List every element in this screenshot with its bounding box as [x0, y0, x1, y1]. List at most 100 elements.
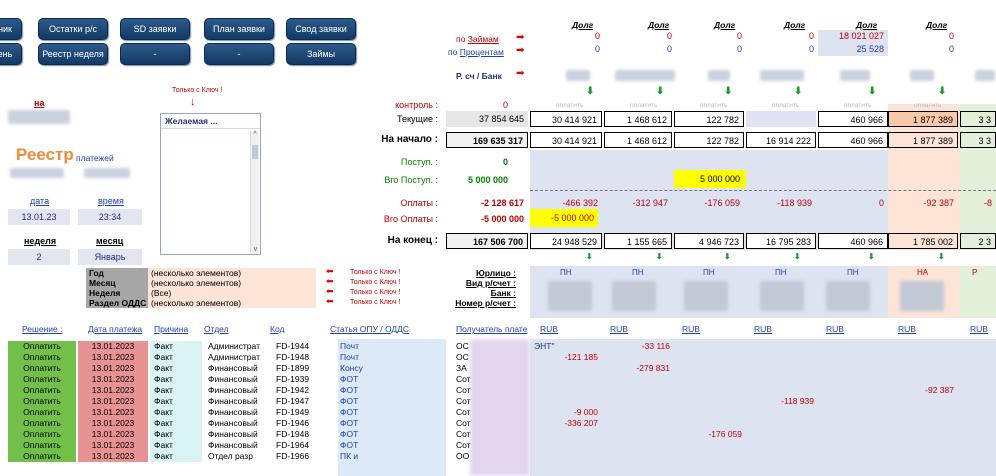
- table-header[interactable]: Получатель плате: [456, 324, 528, 334]
- postup-value: 0: [502, 157, 508, 167]
- debt-procent-value: 25 528: [818, 43, 888, 56]
- dept-cell: Финансовый: [208, 363, 258, 373]
- nav-button-ostatki[interactable]: Остатки р/с: [38, 18, 108, 40]
- table-row[interactable]: Оплатить 13.01.2023 Факт Финансовый FD-1964 Ф…: [0, 440, 996, 451]
- table-header[interactable]: RUB: [610, 324, 628, 334]
- zaimy-link[interactable]: Займам: [467, 34, 499, 44]
- nav-button-svod-zayavki[interactable]: Свод заявки: [286, 18, 356, 40]
- amount-cell: -9 000: [573, 407, 598, 417]
- nav-button-left-2[interactable]: ень: [0, 43, 22, 65]
- reason-cell: Факт: [150, 385, 202, 396]
- dept-cell: Отдел разр: [208, 451, 253, 461]
- nav-button-left-1[interactable]: ник: [0, 18, 22, 40]
- date-cell: 13.01.2023: [78, 451, 148, 462]
- arrow-right-icon: ➡: [516, 45, 525, 56]
- date-value: 13.01.23: [8, 209, 70, 225]
- filter-value[interactable]: (несколько элементов): [148, 278, 316, 288]
- table-row[interactable]: Оплатить 13.01.2023 Факт Отдел разр FD-1966 П…: [0, 451, 996, 462]
- debt-procent-value: 0: [594, 44, 600, 54]
- code-cell: FD-1948: [276, 352, 310, 362]
- month-label: месяц: [96, 236, 124, 246]
- table-row[interactable]: Оплатить 13.01.2023 Факт Администрат FD-1944…: [0, 341, 996, 352]
- date-cell: 13.01.2023: [78, 407, 148, 418]
- filter-value[interactable]: (Все): [148, 288, 316, 298]
- table-header[interactable]: Статья ОПУ / ОДДС: [330, 324, 410, 334]
- article-cell: ПК и: [340, 451, 359, 461]
- table-header[interactable]: Код: [270, 324, 285, 334]
- nav-button-plan-zayavki[interactable]: План заявки: [204, 18, 274, 40]
- nachalo-value: 1 877 389: [888, 132, 958, 148]
- decision-cell[interactable]: Оплатить: [8, 352, 76, 363]
- slicer-scrollbar[interactable]: ^ v: [250, 131, 259, 253]
- bank-name-blurred: [910, 70, 934, 81]
- table-row[interactable]: Оплатить 13.01.2023 Факт Финансовый FD-1939 Ф…: [0, 374, 996, 385]
- decision-cell[interactable]: Оплатить: [8, 363, 76, 374]
- filter-value[interactable]: (несколько элементов): [148, 268, 316, 278]
- table-header[interactable]: RUB: [898, 324, 916, 334]
- nav-button-dash-1[interactable]: -: [120, 43, 190, 65]
- week-label: неделя: [24, 236, 57, 246]
- table-row[interactable]: Оплатить 13.01.2023 Факт Финансовый FD-1947 Ф…: [0, 396, 996, 407]
- table-header[interactable]: RUB: [826, 324, 844, 334]
- table-band: [530, 339, 996, 476]
- konec-value: 1 785 002: [888, 233, 958, 249]
- scroll-down-icon[interactable]: v: [253, 246, 258, 253]
- arrow-down-icon: ⬇: [724, 86, 733, 97]
- scroll-up-icon[interactable]: ^: [253, 131, 257, 138]
- table-row[interactable]: Оплатить 13.01.2023 Факт Администрат FD-1948…: [0, 352, 996, 363]
- decision-cell[interactable]: Оплатить: [8, 341, 76, 352]
- nav-button-sd-zayavki[interactable]: SD заявки: [120, 18, 190, 40]
- na-link[interactable]: на: [34, 98, 45, 108]
- filter-label: Месяц: [86, 278, 148, 288]
- date-cell: 13.01.2023: [78, 418, 148, 429]
- filter-hint: Только с Ключ !: [350, 279, 401, 286]
- debt-zaimy-value: 0: [808, 31, 814, 41]
- decision-cell[interactable]: Оплатить: [8, 429, 76, 440]
- table-header[interactable]: RUB: [682, 324, 700, 334]
- table-header[interactable]: Отдел: [204, 324, 229, 334]
- reestr-subtitle: платежей: [76, 153, 114, 163]
- bank-name-blurred: [975, 70, 995, 81]
- decision-cell[interactable]: Оплатить: [8, 374, 76, 385]
- table-row[interactable]: Оплатить 13.01.2023 Факт Финансовый FD-1946 Ф…: [0, 418, 996, 429]
- nav-button-dash-2[interactable]: -: [204, 43, 274, 65]
- filter-label: Неделя: [86, 288, 148, 298]
- table-header[interactable]: Причина: [154, 324, 189, 334]
- article-cell: ФОТ: [340, 418, 359, 428]
- debt-zaimy-value: 0: [594, 31, 600, 41]
- table-header[interactable]: RUB: [540, 324, 558, 334]
- code-cell: FD-1942: [276, 385, 310, 395]
- table-row[interactable]: Оплатить 13.01.2023 Факт Финансовый FD-1949 Ф…: [0, 407, 996, 418]
- time-label[interactable]: время: [98, 196, 124, 206]
- table-header[interactable]: Решение :: [22, 324, 63, 334]
- slicer-panel[interactable]: Желаемая ... ^ v: [160, 113, 261, 255]
- decision-cell[interactable]: Оплатить: [8, 407, 76, 418]
- table-row[interactable]: Оплатить 13.01.2023 Факт Финансовый FD-1942 Ф…: [0, 385, 996, 396]
- green-column: [960, 266, 996, 318]
- nav-button-reestr-nedelya[interactable]: Реестр неделя: [38, 43, 108, 65]
- table-row[interactable]: Оплатить 13.01.2023 Факт Финансовый FD-1948 Ф…: [0, 429, 996, 440]
- nachalo-value: 3 3: [960, 132, 996, 148]
- decision-cell[interactable]: Оплатить: [8, 385, 76, 396]
- decision-cell[interactable]: Оплатить: [8, 396, 76, 407]
- nav-button-zaimy[interactable]: Займы: [286, 43, 356, 65]
- article-cell: ФОТ: [340, 385, 359, 395]
- table-header[interactable]: RUB: [970, 324, 988, 334]
- table-header[interactable]: RUB: [754, 324, 772, 334]
- vgo-oplaty-value: -5 000 000: [480, 214, 524, 224]
- article-column-bg: [338, 339, 446, 476]
- decision-cell[interactable]: Оплатить: [8, 418, 76, 429]
- decision-cell[interactable]: Оплатить: [8, 440, 76, 451]
- oplaty-value: -176 059: [704, 198, 740, 208]
- date-label[interactable]: дата: [30, 196, 50, 206]
- account-details-blurred: [900, 281, 944, 311]
- filter-hint: Только с Ключ !: [350, 299, 401, 306]
- konec-value: 2 3: [960, 233, 996, 249]
- filter-value[interactable]: (несколько элементов): [148, 298, 316, 308]
- table-row[interactable]: Оплатить 13.01.2023 Факт Финансовый FD-1899 К…: [0, 363, 996, 374]
- vgo-postup-cell: 5 000 000: [674, 170, 746, 188]
- decision-cell[interactable]: Оплатить: [8, 451, 76, 462]
- arrow-down-icon: ↓: [190, 96, 196, 108]
- procent-link[interactable]: Процентам: [459, 47, 504, 57]
- table-header[interactable]: Дата платежа: [88, 324, 143, 334]
